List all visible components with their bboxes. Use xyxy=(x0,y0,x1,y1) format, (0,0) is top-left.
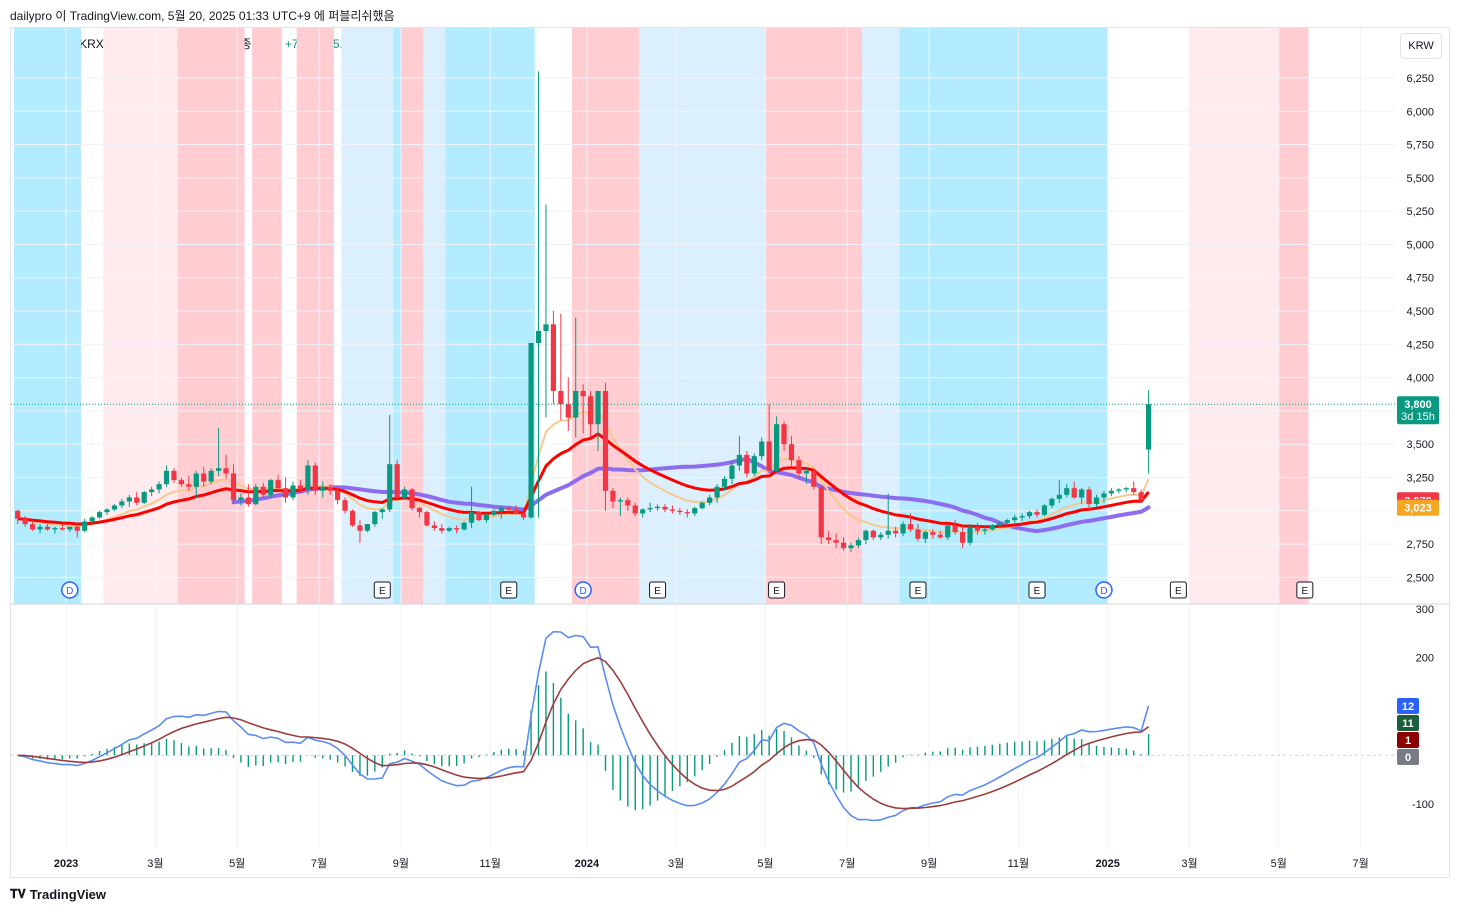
open-value: 3,460 xyxy=(118,37,149,51)
low-label: 저 xyxy=(195,37,208,51)
open-label: 시 xyxy=(107,37,119,51)
high-label: 고 xyxy=(151,37,163,51)
publish-header: dailypro 이 TradingView.com, 5월 20, 2025 … xyxy=(10,9,395,23)
low-value: 3,280 xyxy=(207,37,238,51)
symbol-name: 하림 · 1주 · KRX xyxy=(18,37,104,51)
chart-container[interactable] xyxy=(10,27,1450,878)
footer-brand: 𝐓𝐕 TradingView xyxy=(10,887,106,902)
tradingview-logo-icon: 𝐓𝐕 xyxy=(10,887,26,901)
footer-brand-label: TradingView xyxy=(29,887,107,902)
symbol-legend: 하림 · 1주 · KRX 시3,460 고3,905 저3,280 종3,80… xyxy=(18,35,371,52)
close-label: 종 xyxy=(240,37,252,51)
change-value: +765 (+25.21%) xyxy=(284,37,371,51)
close-value: 3,800 xyxy=(251,37,282,51)
currency-button[interactable]: KRW xyxy=(1400,33,1442,59)
high-value: 3,905 xyxy=(162,37,193,51)
